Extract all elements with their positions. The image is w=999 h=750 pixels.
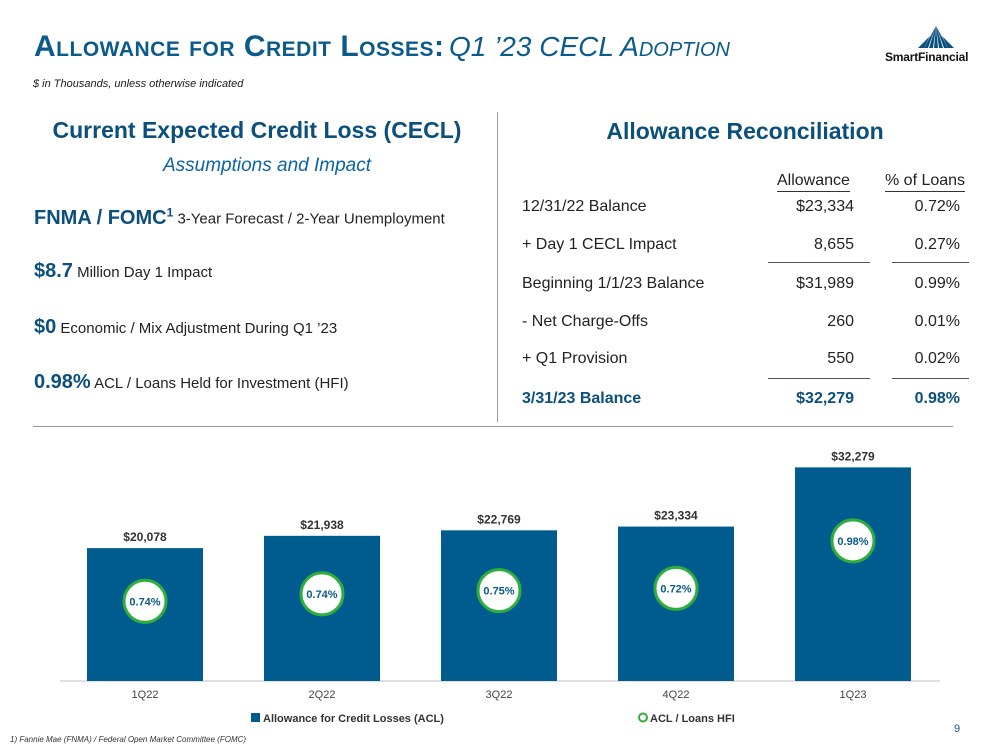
footnote: 1) Fannie Mae (FNMA) / Federal Open Mark… xyxy=(10,735,247,744)
row-label: 12/31/22 Balance xyxy=(522,198,647,215)
page-title: Allowance for Credit Losses: Q1 ’23 CECL… xyxy=(34,30,730,64)
ratio-marker xyxy=(830,518,876,564)
x-tick-label: 4Q22 xyxy=(663,689,690,701)
row-label: - Net Charge-Offs xyxy=(522,313,648,330)
cecl-heading: Current Expected Credit Loss (CECL) xyxy=(52,117,462,143)
row-value: $32,279 xyxy=(796,390,854,407)
row-pct: 0.01% xyxy=(914,313,960,330)
assumption-item: $8.7 Million Day 1 Impact xyxy=(34,260,212,283)
title-main: Allowance for Credit Losses: xyxy=(34,30,445,63)
item-text: ACL / Loans Held for Investment (HFI) xyxy=(94,375,349,392)
legend-swatch-ratio xyxy=(638,712,648,723)
row-pct: 0.72% xyxy=(914,198,960,215)
bar-value-label: $32,279 xyxy=(831,449,875,463)
col-header-pct: % of Loans xyxy=(885,172,966,192)
table-row: Beginning 1/1/23 Balance $31,989 0.99% xyxy=(522,275,972,297)
row-label: + Q1 Provision xyxy=(522,350,628,367)
row-value: 8,655 xyxy=(813,236,854,253)
ratio-marker xyxy=(299,571,345,617)
table-row-total: 3/31/23 Balance $32,279 0.98% xyxy=(522,390,972,412)
row-label: 3/31/23 Balance xyxy=(522,390,642,407)
bar-value-label: $22,769 xyxy=(477,512,521,526)
ratio-marker xyxy=(122,578,168,624)
title-sub: Q1 ’23 CECL Adoption xyxy=(448,31,730,62)
bar-value-label: $21,938 xyxy=(300,518,344,532)
row-value: $31,989 xyxy=(796,275,854,292)
item-highlight: FNMA / FOMC1 xyxy=(34,205,174,229)
item-text: 3-Year Forecast / 2-Year Unemployment xyxy=(177,210,445,228)
item-text: Economic / Mix Adjustment During Q1 ’23 xyxy=(60,320,338,337)
table-row: + Day 1 CECL Impact 8,655 0.27% xyxy=(522,236,972,258)
total-rule xyxy=(892,378,969,379)
cecl-subheading: Assumptions and Impact xyxy=(162,155,372,176)
row-label: + Day 1 CECL Impact xyxy=(522,236,677,253)
vertical-divider xyxy=(497,112,498,422)
assumption-item: $0 Economic / Mix Adjustment During Q1 ’… xyxy=(34,316,337,339)
legend-label-acl: Allowance for Credit Losses (ACL) xyxy=(263,713,444,725)
table-row: 12/31/22 Balance $23,334 0.72% xyxy=(522,198,972,220)
acl-bar-chart: $20,078 0.74% 1Q22 $21,938 0.74% 2Q22 $22,769 0… xyxy=(60,449,940,725)
units-note: $ in Thousands, unless otherwise indicat… xyxy=(33,78,244,90)
row-pct: 0.27% xyxy=(914,236,960,253)
ratio-label: 0.98% xyxy=(837,536,868,548)
ratio-marker xyxy=(653,565,699,611)
bar xyxy=(795,467,911,681)
legend-label-ratio: ACL / Loans HFI xyxy=(650,713,735,725)
row-value: $23,334 xyxy=(796,198,854,215)
logo-text: SmartFinancial xyxy=(885,50,969,64)
ratio-label: 0.75% xyxy=(483,586,514,598)
ratio-label: 0.74% xyxy=(129,596,160,608)
row-label: Beginning 1/1/23 Balance xyxy=(522,275,705,292)
ratio-label: 0.72% xyxy=(660,583,691,595)
horizontal-divider xyxy=(33,426,953,427)
reconciliation-heading: Allowance Reconciliation xyxy=(606,118,884,144)
row-value: 260 xyxy=(827,313,854,330)
bar-value-label: $20,078 xyxy=(123,530,167,544)
row-pct: 0.99% xyxy=(914,275,960,292)
row-value: 550 xyxy=(827,350,854,367)
row-pct: 0.98% xyxy=(914,390,960,407)
row-pct: 0.02% xyxy=(914,350,960,367)
item-highlight: 0.98% xyxy=(34,371,91,393)
subtotal-rule xyxy=(768,262,870,263)
x-tick-label: 2Q22 xyxy=(309,689,336,701)
assumption-item: FNMA / FOMC1 3-Year Forecast / 2-Year Un… xyxy=(34,205,445,230)
x-tick-label: 1Q22 xyxy=(132,689,159,701)
assumption-item: 0.98% ACL / Loans Held for Investment (H… xyxy=(34,371,349,394)
col-header-allowance: Allowance xyxy=(777,172,850,192)
bar-value-label: $23,334 xyxy=(654,509,698,523)
item-text: Million Day 1 Impact xyxy=(77,264,213,281)
page-number: 9 xyxy=(954,723,961,735)
item-highlight: $0 xyxy=(34,316,57,338)
ratio-marker xyxy=(476,568,522,614)
table-row: + Q1 Provision 550 0.02% xyxy=(522,350,972,372)
item-highlight: $8.7 xyxy=(34,260,73,282)
x-tick-label: 1Q23 xyxy=(840,689,867,701)
total-rule xyxy=(768,378,870,379)
legend-swatch-acl xyxy=(251,713,260,722)
subtotal-rule xyxy=(892,262,969,263)
ratio-label: 0.74% xyxy=(306,589,337,601)
logo-icon xyxy=(918,26,954,48)
x-tick-label: 3Q22 xyxy=(486,689,513,701)
table-row: - Net Charge-Offs 260 0.01% xyxy=(522,313,972,335)
